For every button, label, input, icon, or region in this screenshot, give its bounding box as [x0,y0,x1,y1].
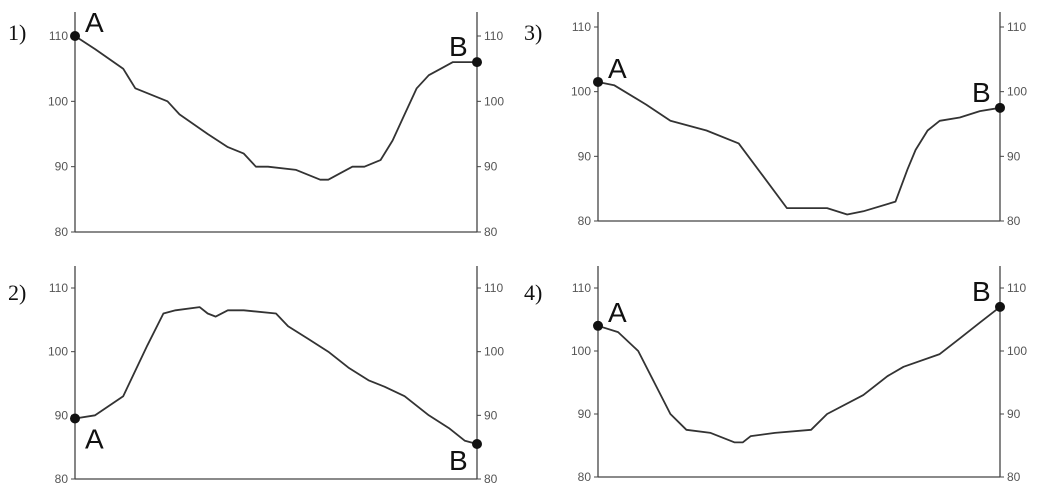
chart-2-label-b: B [449,445,468,476]
chart-2-label-a: A [85,424,104,455]
chart-4-tick-label-left: 110 [572,281,591,295]
chart-3-tick-label-right: 80 [1007,214,1021,228]
chart-4-tick-label-left: 100 [571,344,591,358]
chart-2-profile-line [74,306,478,445]
chart-4-tick-label-right: 90 [1007,407,1021,421]
chart-1-tick-label-right: 110 [484,29,503,43]
chart-4-tick-label-right: 110 [1007,281,1026,295]
chart-3-label-a: A [608,53,627,84]
chart-1-panel-label: 1) [8,20,26,45]
chart-3-tick-label-right: 110 [1007,20,1026,34]
chart-2-tick-label-left: 100 [48,345,68,359]
chart-3-tick-label-right: 100 [1007,85,1027,99]
chart-3-panel-label: 3) [524,20,542,45]
chart-1-tick-label-right: 90 [484,160,498,174]
chart-4-tick-label-right: 100 [1007,344,1027,358]
chart-1-tick-label-right: 80 [484,225,498,239]
chart-2-tick-label-left: 110 [49,281,68,295]
chart-2-point-a [70,413,80,424]
chart-1-point-b [472,57,482,68]
chart-4-panel-label: 4) [524,280,542,305]
chart-2-tick-label-left: 90 [55,408,69,422]
chart-3-point-b [995,102,1005,113]
chart-4-profile-line [597,306,1001,444]
chart-1-point-a [70,31,80,41]
chart-3-profile-line [597,81,1001,216]
chart-1-tick-label-left: 90 [55,160,69,174]
chart-2-point-b [472,438,482,449]
chart-2-panel-label: 2) [8,280,26,305]
chart-1-tick-label-right: 100 [484,94,504,108]
chart-4-tick-label-left: 80 [578,470,592,483]
chart-1-label-a: A [85,7,104,38]
chart-3-tick-label-left: 110 [572,20,591,34]
chart-3-tick-label-left: 100 [571,85,591,99]
chart-4-tick-label-right: 80 [1007,470,1021,483]
chart-1-profile-line [74,35,477,181]
chart-4-tick-label-left: 90 [578,407,592,421]
chart-3-tick-label-right: 90 [1007,149,1021,163]
chart-1-tick-label-left: 110 [49,29,68,43]
chart-3-tick-label-left: 90 [578,149,592,163]
chart-2-tick-label-right: 110 [484,281,503,295]
chart-3-point-a [593,76,603,87]
chart-3-tick-label-left: 80 [578,214,592,228]
chart-2-tick-label-right: 80 [484,472,498,483]
chart-2-tick-label-right: 90 [484,408,498,422]
chart-4-point-a [593,320,603,331]
chart-1-label-b: B [449,31,468,62]
chart-1-tick-label-left: 100 [48,94,68,108]
chart-4-point-b [995,301,1005,312]
chart-3-label-b: B [972,77,991,108]
chart-2-tick-label-right: 100 [484,345,504,359]
chart-1-tick-label-left: 80 [55,225,69,239]
chart-4-label-a: A [608,297,627,328]
chart-4-label-b: B [972,276,991,307]
chart-2-tick-label-left: 80 [55,472,69,483]
